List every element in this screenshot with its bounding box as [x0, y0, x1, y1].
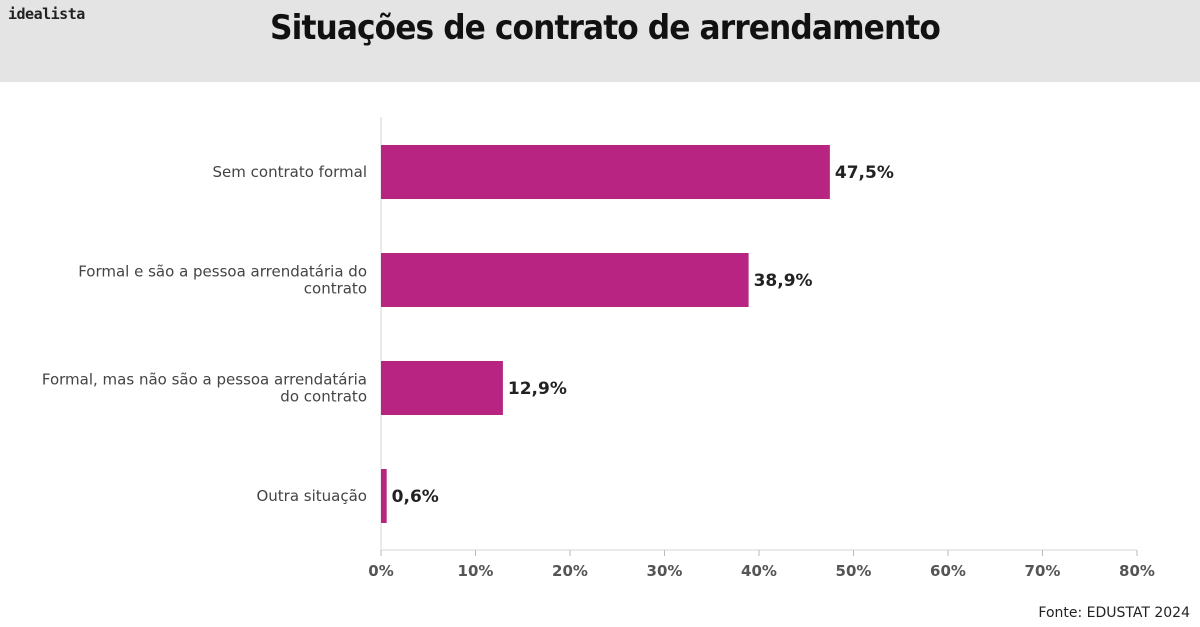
- x-tick-label: 60%: [930, 562, 966, 580]
- x-tick-label: 10%: [458, 562, 494, 580]
- source-note: Fonte: EDUSTAT 2024: [1038, 605, 1190, 621]
- data-label: 0,6%: [392, 487, 439, 507]
- x-tick-label: 0%: [368, 562, 393, 580]
- bar: [381, 145, 830, 199]
- data-label: 47,5%: [835, 163, 894, 183]
- bar: [381, 253, 749, 307]
- category-label: Formal, mas não são a pessoa arrendatári…: [42, 371, 367, 389]
- bar: [381, 361, 503, 415]
- category-label: contrato: [304, 280, 367, 298]
- category-label: Sem contrato formal: [213, 163, 367, 181]
- x-tick-label: 30%: [647, 562, 683, 580]
- chart-title: Situações de contrato de arrendamento: [270, 8, 941, 48]
- header-bar: idealista Situações de contrato de arren…: [0, 0, 1200, 82]
- x-tick-label: 70%: [1025, 562, 1061, 580]
- category-label: Outra situação: [256, 487, 367, 505]
- x-tick-label: 50%: [836, 562, 872, 580]
- x-tick-label: 20%: [552, 562, 588, 580]
- x-tick-label: 40%: [741, 562, 777, 580]
- category-label: Formal e são a pessoa arrendatária do: [78, 263, 367, 281]
- x-tick-label: 80%: [1119, 562, 1155, 580]
- idealista-logo: idealista: [8, 5, 85, 23]
- bar: [381, 469, 387, 523]
- category-label: do contrato: [280, 388, 367, 406]
- data-label: 38,9%: [754, 271, 813, 291]
- data-label: 12,9%: [508, 379, 567, 399]
